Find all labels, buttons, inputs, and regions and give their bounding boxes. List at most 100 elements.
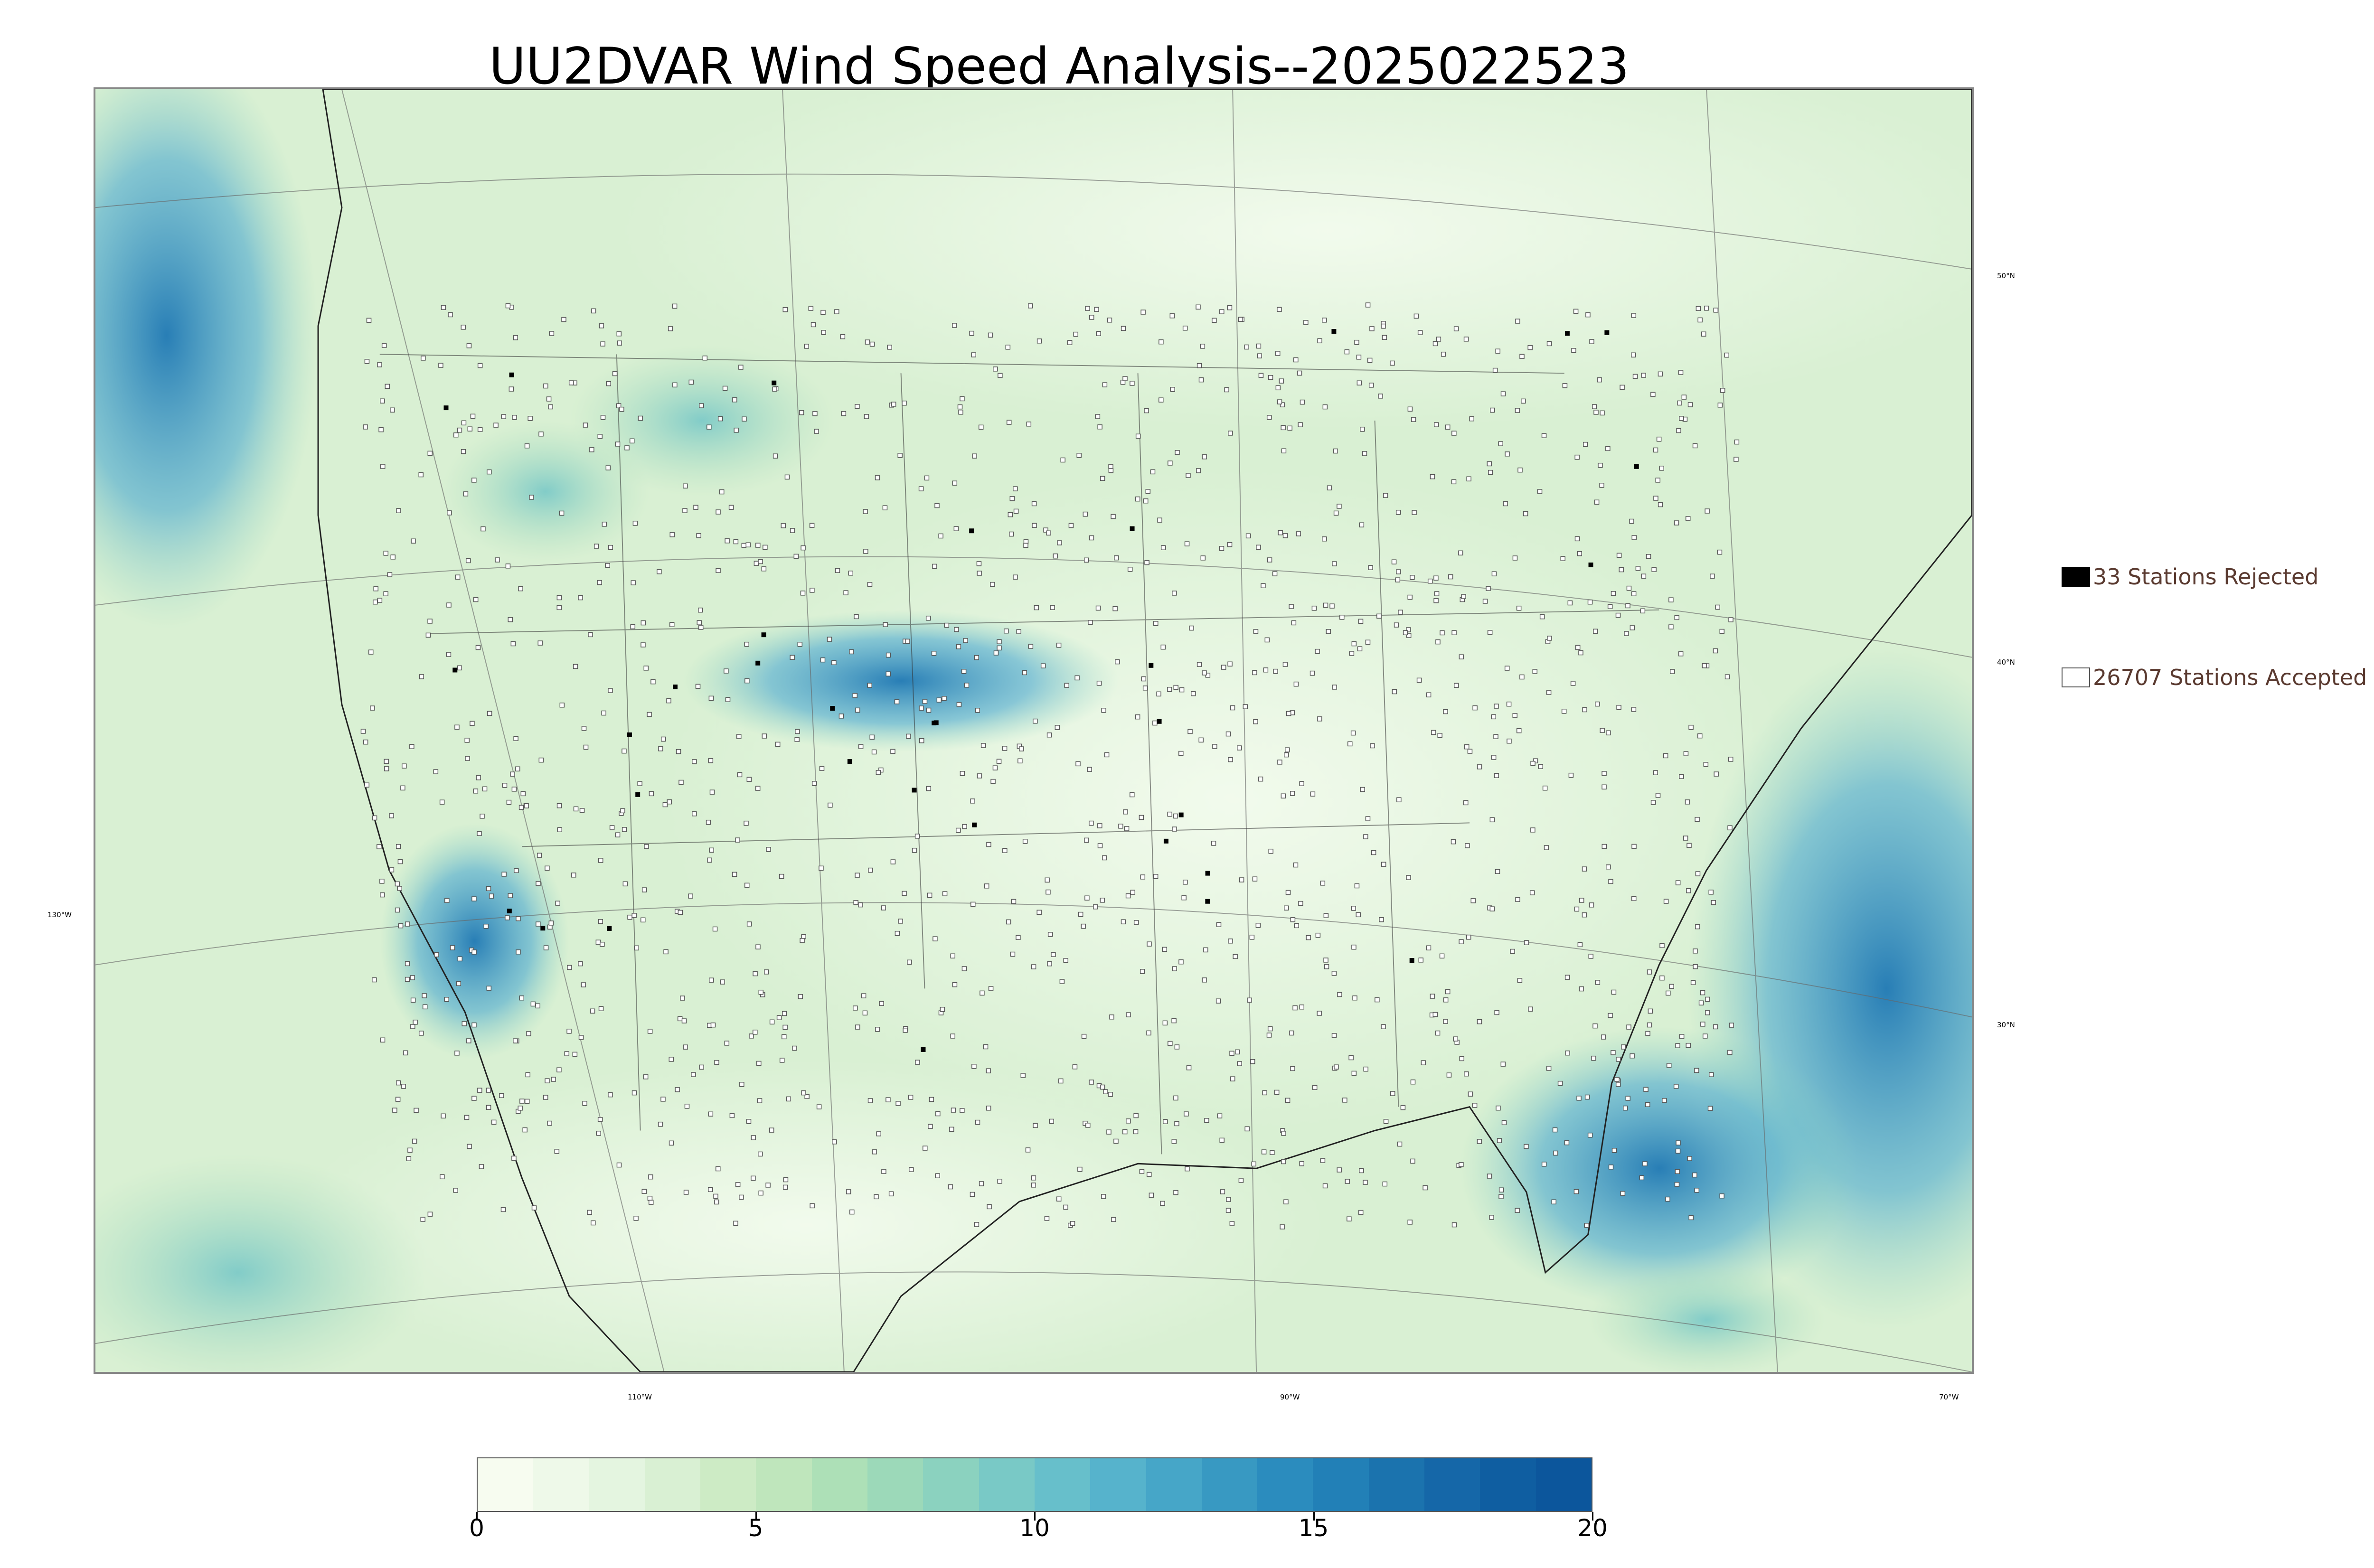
rejected-station-marker (1163, 838, 1168, 844)
accepted-station-marker (1002, 746, 1008, 751)
accepted-station-marker (976, 561, 982, 566)
accepted-station-marker (1289, 604, 1294, 609)
accepted-station-marker (1294, 923, 1300, 929)
accepted-station-marker (1631, 844, 1637, 849)
accepted-station-marker (471, 478, 477, 483)
accepted-station-marker (505, 303, 511, 309)
colorbar-segment (1480, 1458, 1536, 1511)
accepted-station-marker (924, 475, 930, 481)
accepted-station-marker (380, 398, 385, 404)
colorbar-segment (756, 1458, 812, 1511)
accepted-station-marker (1631, 352, 1636, 357)
accepted-station-marker (739, 1194, 744, 1200)
accepted-station-marker (1005, 345, 1011, 350)
wind-speed-map[interactable] (95, 89, 1972, 1372)
accepted-station-marker (1108, 464, 1113, 469)
accepted-station-marker (1503, 501, 1508, 507)
accepted-station-marker (1178, 751, 1184, 756)
accepted-station-marker (1673, 1084, 1679, 1089)
accepted-station-marker (1681, 394, 1687, 400)
accepted-station-marker (816, 1104, 822, 1109)
accepted-station-marker (669, 1140, 674, 1146)
accepted-station-marker (1133, 920, 1139, 925)
accepted-station-marker (1391, 559, 1397, 564)
accepted-station-marker (518, 1106, 523, 1111)
accepted-station-marker (587, 1210, 592, 1215)
accepted-station-marker (410, 975, 415, 980)
accepted-station-marker (524, 803, 529, 808)
map-title: UU2DVAR Wind Speed Analysis--2025022523 (489, 37, 1630, 95)
accepted-station-marker (886, 652, 891, 658)
accepted-station-marker (1196, 304, 1201, 310)
accepted-station-marker (1491, 755, 1497, 760)
accepted-station-marker (1606, 864, 1611, 870)
accepted-station-marker (1081, 923, 1086, 929)
accepted-station-marker (1200, 344, 1206, 349)
colorbar-segment (533, 1458, 589, 1511)
accepted-station-marker (1451, 1222, 1457, 1228)
accepted-station-marker (1244, 1126, 1250, 1132)
accepted-station-marker (1347, 1216, 1352, 1221)
accepted-station-marker (1096, 331, 1101, 337)
accepted-station-marker (1692, 443, 1698, 449)
accepted-station-marker (894, 699, 900, 704)
accepted-station-marker (1560, 556, 1565, 561)
accepted-station-marker (1602, 844, 1607, 849)
accepted-station-marker (1277, 307, 1282, 312)
accepted-station-marker (615, 441, 621, 447)
accepted-station-marker (863, 549, 868, 554)
accepted-station-marker (1602, 784, 1607, 789)
accepted-station-marker (1433, 598, 1439, 603)
accepted-station-marker (1072, 1064, 1078, 1070)
rejected-station-marker (452, 667, 458, 673)
accepted-station-marker (608, 1092, 613, 1098)
accepted-station-marker (1219, 1137, 1225, 1143)
accepted-station-marker (1650, 392, 1656, 397)
accepted-station-marker (578, 1035, 584, 1040)
accepted-station-marker (1577, 551, 1583, 556)
accepted-station-marker (1645, 1102, 1650, 1108)
accepted-station-marker (446, 602, 452, 608)
accepted-station-marker (1027, 303, 1033, 309)
accepted-station-marker (1167, 811, 1172, 817)
accepted-station-marker (477, 363, 483, 368)
accepted-station-marker (1004, 628, 1009, 634)
accepted-station-marker (1077, 1166, 1083, 1172)
accepted-station-marker (1344, 349, 1350, 355)
accepted-station-marker (1512, 713, 1517, 718)
accepted-station-marker (1281, 448, 1287, 453)
accepted-station-marker (1130, 381, 1135, 386)
accepted-station-marker (1676, 428, 1681, 433)
accepted-station-marker (1498, 441, 1503, 446)
accepted-station-marker (795, 729, 800, 734)
colorbar-tick (1313, 1512, 1315, 1521)
accepted-station-marker (631, 1090, 637, 1096)
accepted-station-marker (922, 699, 928, 704)
accepted-station-marker (1546, 341, 1552, 347)
accepted-station-marker (1675, 1148, 1681, 1154)
accepted-station-marker (1337, 1167, 1342, 1173)
accepted-station-marker (1349, 651, 1355, 656)
accepted-station-marker (1529, 890, 1535, 895)
accepted-station-marker (755, 543, 761, 548)
accepted-station-marker (1122, 376, 1128, 381)
accepted-station-marker (632, 520, 638, 526)
accepted-station-marker (1267, 557, 1272, 563)
accepted-station-marker (1507, 738, 1512, 744)
accepted-station-marker (1643, 1087, 1649, 1092)
accepted-station-marker (1332, 561, 1337, 566)
accepted-station-marker (908, 1167, 914, 1172)
accepted-station-marker (1477, 1139, 1482, 1144)
accepted-station-marker (1261, 1149, 1267, 1155)
rejected-station-marker (443, 405, 449, 411)
accepted-station-marker (1713, 648, 1718, 654)
accepted-station-marker (724, 1041, 730, 1046)
accepted-station-marker (1616, 1057, 1621, 1062)
map-frame[interactable] (94, 87, 1974, 1374)
accepted-station-marker (1578, 650, 1583, 656)
accepted-station-marker (1162, 1119, 1168, 1124)
accepted-station-marker (411, 538, 416, 544)
accepted-station-marker (1101, 707, 1106, 713)
accepted-station-marker (1270, 1150, 1275, 1155)
accepted-station-marker (573, 664, 578, 669)
